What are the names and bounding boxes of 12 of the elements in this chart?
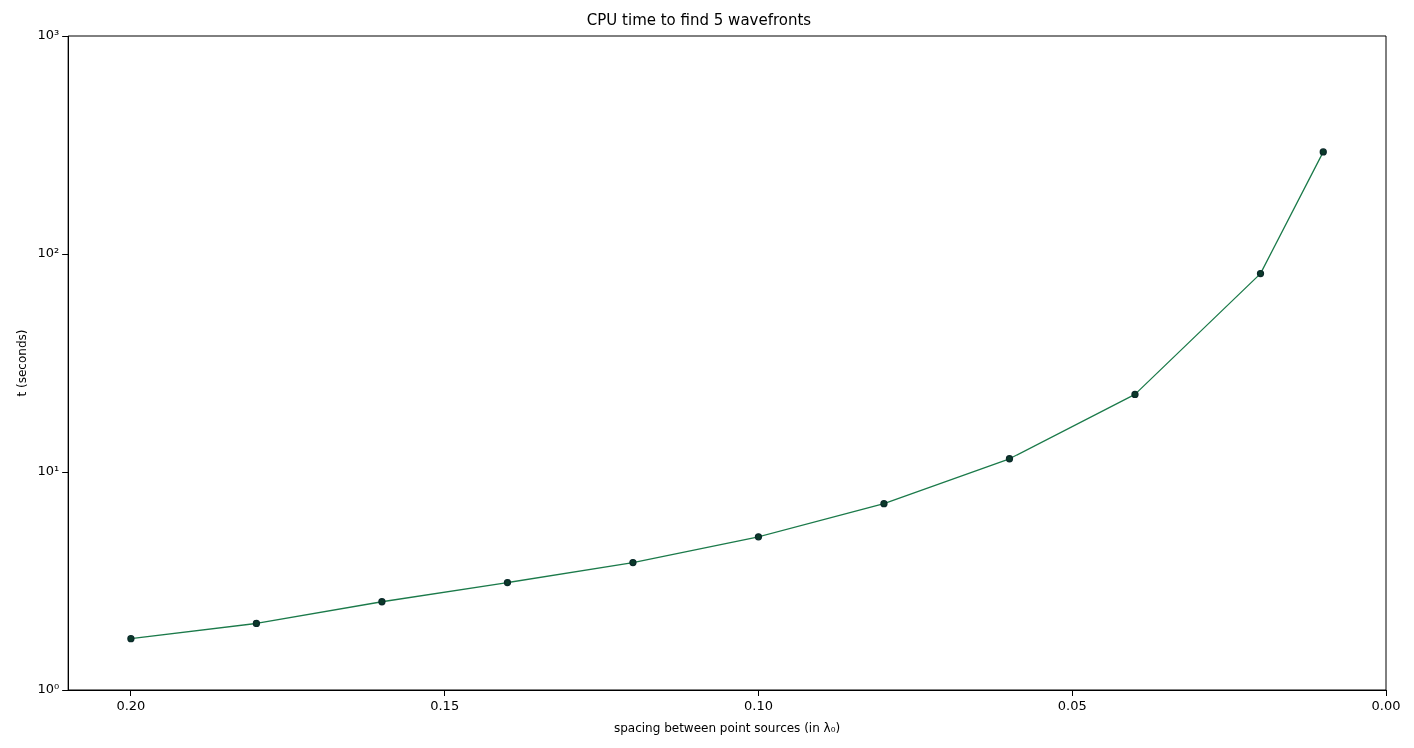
- y-tick-label: 10⁰: [37, 681, 60, 697]
- x-axis-title: spacing between point sources (in λ₀): [613, 720, 841, 735]
- x-tick-label: 0.10: [743, 698, 773, 714]
- x-tick-label: 0.20: [116, 698, 146, 714]
- y-tick-label: 10¹: [37, 463, 60, 479]
- x-tick-label: 0.15: [430, 698, 460, 714]
- y-axis-title: t (seconds): [15, 329, 30, 397]
- y-tick-label: 10²: [37, 245, 60, 261]
- x-tick-label: 0.05: [1057, 698, 1087, 714]
- y-tick-label: 10³: [37, 27, 60, 43]
- x-tick-label: 0.00: [1371, 698, 1401, 714]
- chart-title: CPU time to find 5 wavefronts: [586, 10, 812, 29]
